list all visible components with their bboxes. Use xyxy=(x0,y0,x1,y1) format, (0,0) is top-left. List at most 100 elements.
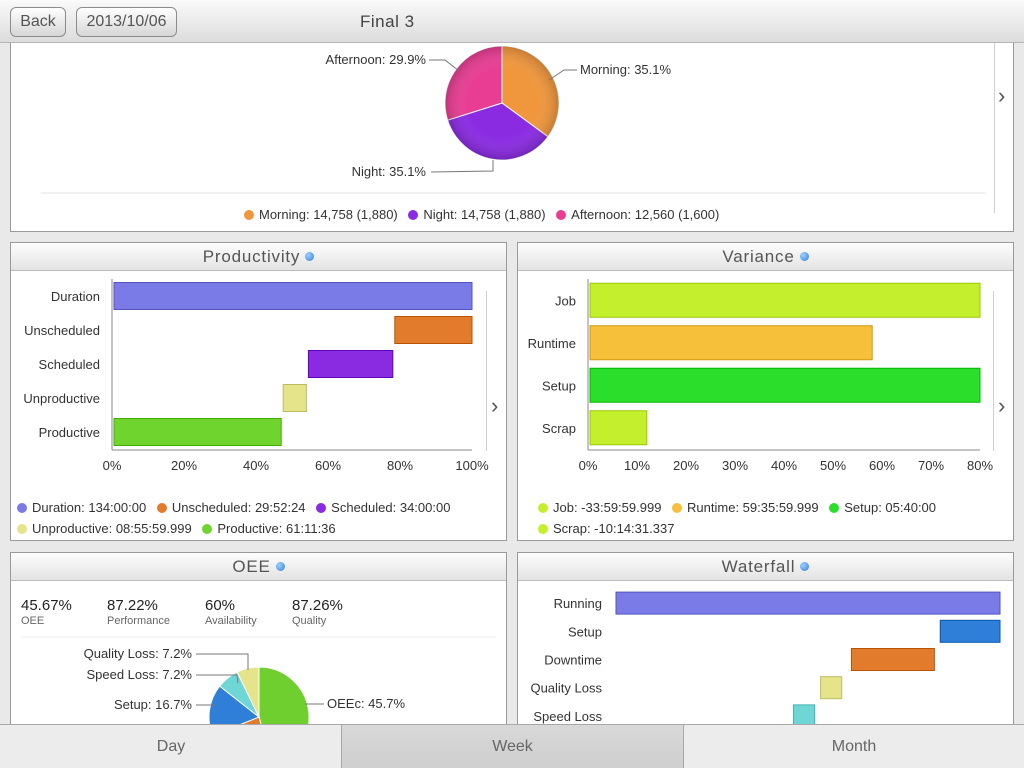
category-label-unscheduled: Unscheduled xyxy=(24,323,100,338)
pie-slice-setup xyxy=(208,685,260,731)
legend-dot-job xyxy=(538,503,548,513)
legend-item-unscheduled: Unscheduled: 29:52:24 xyxy=(171,500,306,515)
bar-duration xyxy=(113,282,473,310)
waterfall-title: Waterfall xyxy=(721,557,796,576)
legend-item-scheduled: Scheduled: 34:00:00 xyxy=(331,500,451,515)
x-tick-label: 30% xyxy=(722,458,748,473)
variance-header: Variance xyxy=(518,243,1013,271)
x-tick-label: 10% xyxy=(624,458,650,473)
top-bar: Back 2013/10/06 Final 3 xyxy=(0,0,1024,43)
x-tick-label: 50% xyxy=(820,458,846,473)
category-label-scheduled: Scheduled xyxy=(39,357,100,372)
legend-dot-morning xyxy=(244,210,254,220)
bar-job xyxy=(589,282,981,318)
x-tick-label: 80% xyxy=(387,458,413,473)
oee-pie-chart: Quality Loss: 7.2% Speed Loss: 7.2% Setu… xyxy=(21,636,496,731)
legend-dot-afternoon xyxy=(556,210,567,220)
back-button[interactable]: Back xyxy=(10,7,66,37)
legend-item-job: Job: -33:59:59.999 xyxy=(553,500,662,515)
legend-dot-unproductive xyxy=(17,524,27,534)
quality-stat: 87.26% Quality xyxy=(292,597,343,627)
next-chevron-icon[interactable]: › xyxy=(998,83,1006,108)
category-label-runtime: Runtime xyxy=(528,336,576,351)
legend-dot-setup xyxy=(829,503,840,513)
legend-item-unproductive: Unproductive: 08:55:59.999 xyxy=(32,521,192,536)
variance-panel: Variance 0% 10% 20% 30% 40% 50% 60% 70% 80% Job Ru… xyxy=(517,242,1014,541)
x-tick-label: 20% xyxy=(171,458,197,473)
productivity-title: Productivity xyxy=(202,247,301,266)
info-icon[interactable] xyxy=(799,252,809,261)
oee-panel: OEE 45.67% OEE 87.22% Performance 60% Avail… xyxy=(10,552,507,732)
category-label-job: Job xyxy=(555,293,576,308)
info-icon[interactable] xyxy=(800,562,810,571)
info-icon[interactable] xyxy=(305,252,315,261)
category-label-speed-loss: Speed Loss xyxy=(533,709,602,724)
oee-title: OEE xyxy=(232,557,271,576)
x-tick-label: 20% xyxy=(673,458,699,473)
legend-dot-duration xyxy=(17,503,27,513)
variance-chart: 0% 10% 20% 30% 40% 50% 60% 70% 80% Job Runtime Setu… xyxy=(528,279,993,473)
legend-dot-scheduled xyxy=(316,503,327,513)
pie-label-speed-loss: Speed Loss: 7.2% xyxy=(86,667,192,682)
tab-month[interactable]: Month xyxy=(831,738,877,755)
performance-stat: 87.22% Performance xyxy=(107,597,170,627)
legend-item-afternoon: Afternoon: 12,560 (1,600) xyxy=(571,207,720,222)
bar-setup xyxy=(939,619,1001,643)
variance-legend: Job: -33:59:59.999 Runtime: 59:35:59.999… xyxy=(538,497,943,539)
tab-day[interactable]: Day xyxy=(156,738,186,755)
x-tick-label: 60% xyxy=(315,458,341,473)
x-tick-label: 0% xyxy=(103,458,122,473)
bar-downtime xyxy=(850,648,935,671)
shift-pie-chart: Afternoon: 29.9% Morning: 35.1% Night: 3… xyxy=(41,45,986,194)
category-label-running: Running xyxy=(554,596,602,611)
bar-unproductive xyxy=(282,384,307,412)
category-label-unproductive: Unproductive xyxy=(23,391,100,406)
pie-slice-oeec xyxy=(258,666,310,731)
x-tick-label: 100% xyxy=(455,458,489,473)
date-button[interactable]: 2013/10/06 xyxy=(76,7,177,37)
category-label-productive: Productive xyxy=(39,425,100,440)
bar-productive xyxy=(113,418,282,446)
category-label-duration: Duration xyxy=(51,289,100,304)
page-title: Final 3 xyxy=(360,12,415,31)
legend-dot-productive xyxy=(202,524,213,534)
info-icon[interactable] xyxy=(275,562,285,571)
x-tick-label: 70% xyxy=(918,458,944,473)
legend-dot-night xyxy=(408,210,419,220)
x-tick-label: 40% xyxy=(243,458,269,473)
legend-item-scrap: Scrap: -10:14:31.337 xyxy=(553,521,675,536)
productivity-legend: Duration: 134:00:00 Unscheduled: 29:52:2… xyxy=(17,497,457,539)
waterfall-header: Waterfall xyxy=(518,553,1013,581)
legend-dot-unscheduled xyxy=(156,503,167,513)
category-label-quality-loss: Quality Loss xyxy=(530,681,602,696)
pie-label-setup: Setup: 16.7% xyxy=(114,697,192,712)
productivity-panel: Productivity 0% 20% 40% 60% 80% 100% Duration U… xyxy=(10,242,507,541)
shift-pie-panel: Afternoon: 29.9% Morning: 35.1% Night: 3… xyxy=(10,43,1014,232)
waterfall-chart: Running Setup Downtime Quality Loss Speed Lo… xyxy=(530,591,1001,728)
bar-scheduled xyxy=(307,350,394,378)
x-tick-label: 0% xyxy=(579,458,598,473)
bar-setup xyxy=(589,367,981,403)
pie-label-quality-loss: Quality Loss: 7.2% xyxy=(84,646,193,661)
x-tick-label: 80% xyxy=(967,458,993,473)
shift-pie-legend: Morning: 14,758 (1,880) Night: 14,758 (1… xyxy=(244,207,726,222)
legend-item-runtime: Runtime: 59:35:59.999 xyxy=(687,500,819,515)
category-label-setup: Setup xyxy=(542,378,576,393)
tab-week[interactable]: Week xyxy=(341,725,684,768)
productivity-header: Productivity xyxy=(11,243,506,271)
availability-stat: 60% Availability xyxy=(205,597,257,627)
legend-item-duration: Duration: 134:00:00 xyxy=(32,500,147,515)
category-label-setup: Setup xyxy=(568,624,602,639)
pie-label-oeec: OEEc: 45.7% xyxy=(327,696,405,711)
productivity-chart: 0% 20% 40% 60% 80% 100% Duration Unscheduled Sch… xyxy=(23,279,489,473)
next-chevron-icon[interactable]: › xyxy=(491,393,499,418)
category-label-downtime: Downtime xyxy=(544,653,602,668)
next-chevron-icon[interactable]: › xyxy=(998,393,1006,418)
legend-item-productive: Productive: 61:11:36 xyxy=(217,521,336,536)
legend-item-setup: Setup: 05:40:00 xyxy=(844,500,937,515)
oee-header: OEE xyxy=(11,553,506,581)
bar-running xyxy=(615,591,1001,615)
bottom-tab-bar: Day Week Month xyxy=(0,724,1024,768)
x-tick-label: 40% xyxy=(771,458,797,473)
variance-title: Variance xyxy=(722,247,795,266)
